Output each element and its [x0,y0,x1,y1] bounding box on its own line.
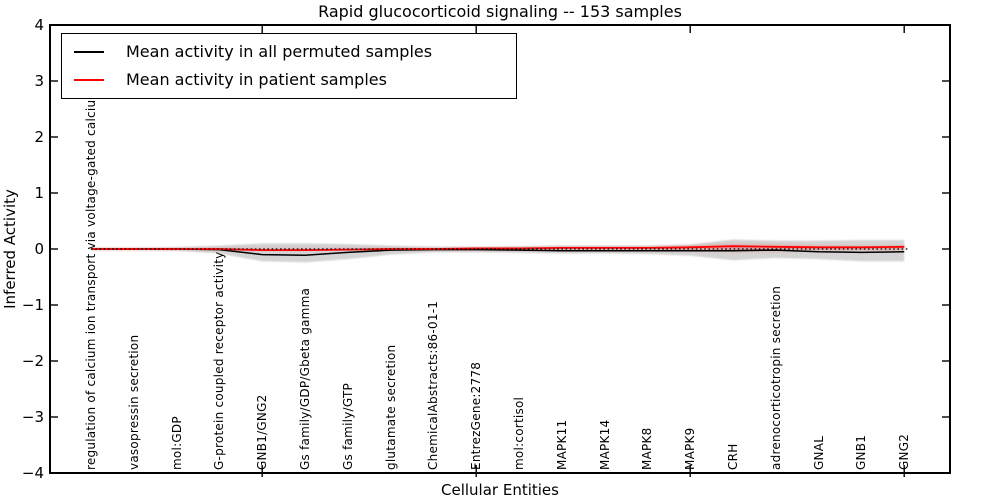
y-tick-label: −4 [21,464,44,482]
y-tick-label: −2 [21,352,44,370]
y-tick-label: −1 [21,296,44,314]
legend-label: Mean activity in all permuted samples [126,42,433,61]
legend-item-permuted: Mean activity in all permuted samples [74,42,516,62]
legend-label: Mean activity in patient samples [126,70,387,89]
y-tick-label: 4 [34,16,44,34]
y-tick-label: 3 [34,72,44,90]
legend: Mean activity in all permuted samples Me… [61,33,517,99]
permuted-line-swatch [74,51,104,53]
y-tick-label: 1 [34,184,44,202]
y-tick-label: 2 [34,128,44,146]
x-axis-label: Cellular Entities [441,481,559,499]
legend-item-patient: Mean activity in patient samples [74,70,516,90]
patient-line-swatch [74,79,104,81]
y-tick-label: 0 [34,240,44,258]
chart-title: Rapid glucocorticoid signaling -- 153 sa… [318,2,682,21]
y-tick-label: −3 [21,408,44,426]
